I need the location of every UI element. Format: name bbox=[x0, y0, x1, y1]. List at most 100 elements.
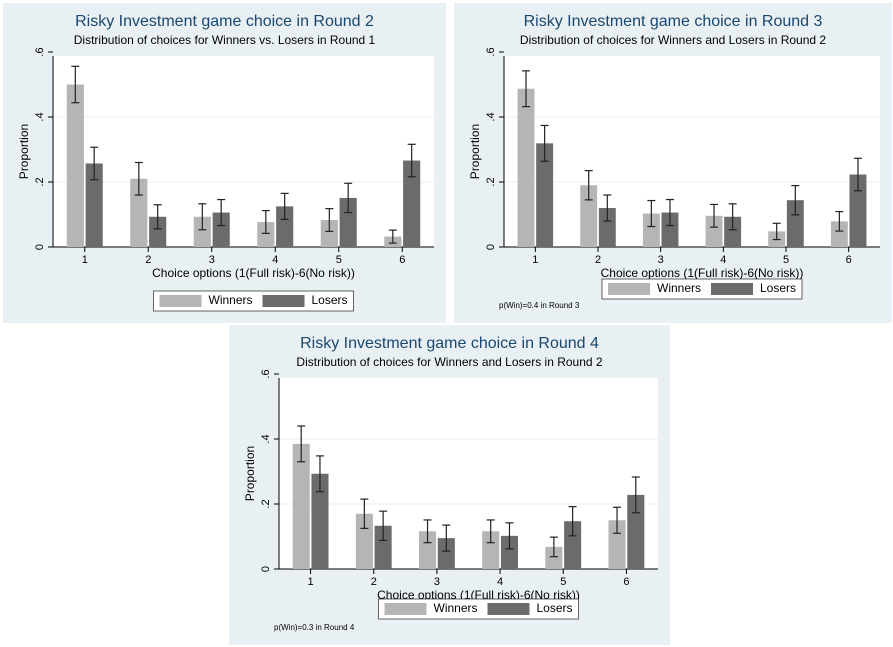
y-tick-label: .6 bbox=[485, 47, 497, 56]
x-tick-label: 4 bbox=[720, 254, 726, 266]
x-tick-label: 1 bbox=[308, 576, 314, 588]
legend-key bbox=[487, 603, 530, 615]
y-axis-label: Proportion bbox=[468, 124, 482, 179]
x-tick-label: 2 bbox=[595, 254, 601, 266]
x-tick-label: 3 bbox=[209, 254, 215, 266]
bar bbox=[536, 143, 554, 247]
y-tick-label: 0 bbox=[485, 244, 497, 250]
bar bbox=[482, 531, 500, 569]
error-bar bbox=[549, 536, 558, 558]
bar bbox=[437, 538, 455, 569]
bar bbox=[786, 200, 804, 247]
legend-key bbox=[262, 295, 305, 307]
y-tick-label: 0 bbox=[34, 244, 46, 250]
y-tick-label: .4 bbox=[34, 112, 46, 121]
error-bar bbox=[90, 146, 99, 181]
legend-key bbox=[159, 295, 202, 307]
error-bar bbox=[568, 506, 577, 537]
error-bar bbox=[71, 65, 80, 104]
error-bar bbox=[647, 199, 656, 228]
error-bar bbox=[728, 203, 737, 231]
x-tick-label: 2 bbox=[145, 254, 151, 266]
error-bar bbox=[540, 124, 549, 162]
error-bar bbox=[835, 210, 844, 232]
legend-label: Losers bbox=[312, 293, 348, 307]
bar bbox=[419, 531, 437, 569]
error-bar bbox=[407, 143, 416, 178]
error-bar bbox=[603, 194, 612, 222]
note: p(Win)=0.3 in Round 4 bbox=[274, 623, 355, 632]
error-bar bbox=[344, 182, 353, 214]
bar bbox=[149, 216, 167, 247]
x-tick-label: 3 bbox=[434, 576, 440, 588]
error-bar bbox=[280, 192, 289, 220]
error-bar bbox=[522, 70, 531, 108]
error-bar bbox=[315, 455, 324, 493]
bar bbox=[193, 216, 211, 247]
legend-key bbox=[384, 603, 427, 615]
bar bbox=[257, 221, 275, 247]
x-tick-label: 6 bbox=[846, 254, 852, 266]
bar bbox=[66, 84, 84, 247]
error-bar bbox=[505, 522, 514, 550]
legend-label: Winners bbox=[434, 601, 478, 615]
legend-key bbox=[608, 283, 650, 295]
bar bbox=[849, 174, 867, 247]
error-bar bbox=[325, 208, 334, 232]
legend-key bbox=[711, 283, 753, 295]
y-tick-label: 0 bbox=[260, 566, 272, 572]
chart-panel: Risky Investment game choice in Round 4 D… bbox=[229, 325, 670, 645]
x-tick-label: 4 bbox=[272, 254, 278, 266]
bar bbox=[500, 535, 518, 569]
x-tick-label: 2 bbox=[371, 576, 377, 588]
error-bar bbox=[486, 519, 495, 544]
legend-label: Winners bbox=[657, 281, 701, 295]
bar bbox=[374, 525, 392, 569]
plot-area bbox=[504, 56, 880, 247]
x-axis-label: Choice options (1(Full risk)-6(No risk)) bbox=[377, 588, 580, 602]
error-bar bbox=[297, 425, 306, 463]
x-axis-label: Choice options (1(Full risk)-6(No risk)) bbox=[152, 266, 355, 280]
error-bar bbox=[423, 519, 432, 544]
error-bar bbox=[198, 203, 207, 231]
bar bbox=[580, 185, 598, 247]
bar bbox=[705, 215, 723, 247]
plot-area bbox=[53, 56, 434, 247]
bar bbox=[564, 521, 582, 569]
x-tick-label: 5 bbox=[783, 254, 789, 266]
y-tick-label: .2 bbox=[260, 499, 272, 508]
error-bar bbox=[772, 222, 781, 241]
error-bar bbox=[791, 184, 800, 216]
y-tick-label: .4 bbox=[485, 112, 497, 121]
chart-title: Risky Investment game choice in Round 2 bbox=[75, 13, 374, 30]
bar bbox=[403, 160, 421, 247]
x-tick-label: 1 bbox=[82, 254, 88, 266]
y-tick-label: .6 bbox=[34, 47, 46, 56]
legend-label: Losers bbox=[537, 601, 573, 615]
error-bar bbox=[584, 170, 593, 201]
error-bar bbox=[613, 506, 622, 534]
error-bar bbox=[853, 157, 862, 192]
chart-subtitle: Distribution of choices for Winners and … bbox=[296, 355, 602, 369]
x-axis-label: Choice options (1(Full risk)-6(No risk)) bbox=[601, 266, 804, 280]
y-tick-label: .2 bbox=[485, 177, 497, 186]
bar bbox=[320, 220, 338, 247]
error-bar bbox=[379, 510, 388, 541]
error-bar bbox=[665, 198, 674, 227]
error-bar bbox=[153, 204, 162, 230]
x-tick-label: 4 bbox=[497, 576, 503, 588]
chart-subtitle: Distribution of choices for Winners and … bbox=[520, 33, 826, 47]
x-tick-label: 3 bbox=[658, 254, 664, 266]
plot-area bbox=[279, 378, 658, 569]
note: p(Win)=0.4 in Round 3 bbox=[499, 301, 580, 310]
x-tick-label: 6 bbox=[399, 254, 405, 266]
bar bbox=[292, 443, 310, 569]
x-tick-label: 5 bbox=[560, 576, 566, 588]
y-axis-label: Proportion bbox=[17, 124, 31, 179]
bar bbox=[85, 163, 103, 247]
bar bbox=[130, 178, 148, 247]
error-bar bbox=[631, 476, 640, 514]
bar bbox=[355, 513, 373, 569]
error-bar bbox=[710, 203, 719, 228]
bar bbox=[642, 213, 660, 247]
